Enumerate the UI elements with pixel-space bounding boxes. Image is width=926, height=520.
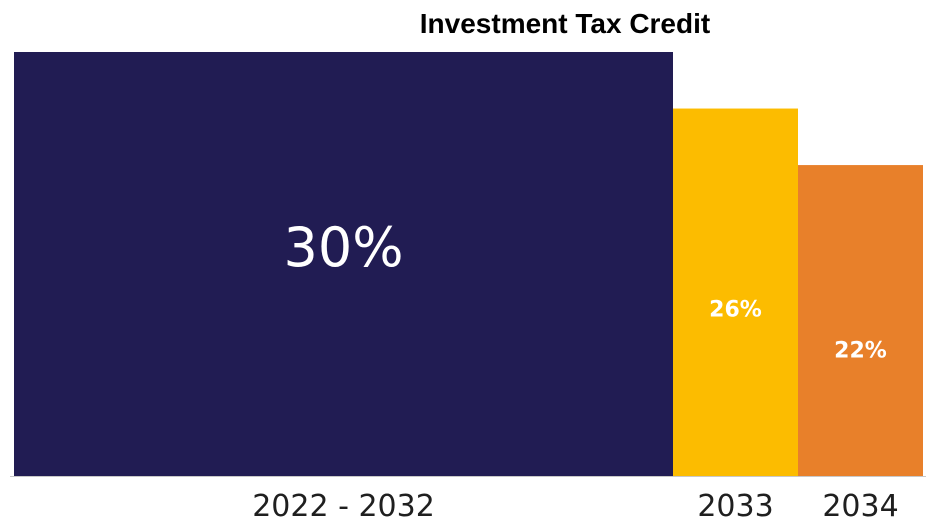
bar-value-label-0: 30% [283, 216, 403, 279]
bar-value-label-2: 22% [834, 339, 887, 364]
x-tick-label-2: 2034 [822, 489, 898, 520]
x-tick-label-0: 2022 - 2032 [252, 489, 435, 520]
x-tick-label-1: 2033 [697, 489, 773, 520]
bar-1 [673, 109, 798, 476]
bar-2 [798, 165, 923, 476]
bar-value-label-1: 26% [709, 298, 762, 323]
